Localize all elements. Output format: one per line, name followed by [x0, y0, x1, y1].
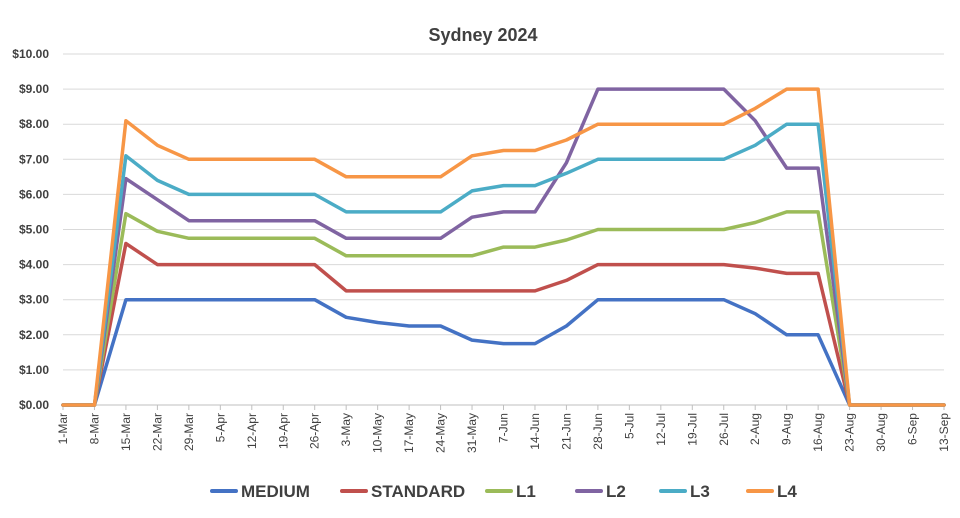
legend: MEDIUM STANDARD L1 L2 L3 L4 [210, 482, 797, 501]
y-axis-tick-labels: $0.00 $1.00 $2.00 $3.00 $4.00 $5.00 $6.00 $7.00… [12, 47, 49, 412]
x-tick-label: 14-Jun [528, 413, 542, 450]
x-tick-label: 7-Jun [497, 413, 511, 443]
x-tick-label: 26-Apr [308, 413, 322, 449]
x-tick-label: 13-Sep [937, 413, 951, 452]
x-tick-label: 21-Jun [559, 413, 573, 450]
y-tick-label: $10.00 [12, 47, 49, 61]
x-tick-label: 5-Jul [622, 413, 636, 439]
legend-label: L1 [516, 482, 536, 501]
x-tick-label: 19-Apr [276, 413, 290, 449]
x-tick-label: 26-Jul [717, 413, 731, 446]
series-line-l2 [61, 87, 946, 407]
y-tick-label: $3.00 [19, 293, 49, 307]
x-tick-label: 15-Mar [119, 413, 133, 451]
y-tick-label: $4.00 [19, 258, 49, 272]
x-tick-label: 1-Mar [56, 413, 70, 444]
x-tick-label: 24-May [434, 413, 448, 453]
y-tick-label: $7.00 [19, 152, 49, 166]
x-tick-label: 23-Aug [843, 413, 857, 452]
x-tick-label: 12-Apr [245, 413, 259, 449]
x-tick-label: 19-Jul [685, 413, 699, 446]
x-tick-label: 9-Aug [780, 413, 794, 445]
x-tick-label: 5-Apr [213, 413, 227, 442]
x-tick-label: 8-Mar [87, 413, 101, 444]
x-tick-label: 3-May [339, 413, 353, 446]
legend-label: L3 [690, 482, 710, 501]
x-tick-label: 12-Jul [654, 413, 668, 446]
x-tick-label: 2-Aug [748, 413, 762, 445]
series-line-standard [61, 241, 946, 407]
x-tick-label: 17-May [402, 413, 416, 453]
x-tick-label: 10-May [371, 413, 385, 453]
x-tick-label: 22-Mar [150, 413, 164, 451]
series-line-l1 [61, 210, 946, 407]
legend-label: MEDIUM [241, 482, 310, 501]
series-line-medium [61, 297, 946, 407]
x-tick-label: 6-Sep [906, 413, 920, 445]
x-tick-label: 29-Mar [182, 413, 196, 451]
series-lines [61, 87, 946, 407]
legend-label: L2 [606, 482, 626, 501]
legend-label: L4 [777, 482, 797, 501]
y-tick-label: $8.00 [19, 117, 49, 131]
y-tick-label: $1.00 [19, 363, 49, 377]
y-tick-label: $6.00 [19, 187, 49, 201]
chart-title: Sydney 2024 [428, 25, 537, 45]
y-tick-label: $5.00 [19, 223, 49, 237]
y-tick-label: $2.00 [19, 328, 49, 342]
x-tick-label: 16-Aug [811, 413, 825, 452]
series-line-l4 [61, 87, 946, 407]
x-tick-label: 28-Jun [591, 413, 605, 450]
x-tick-label: 30-Aug [874, 413, 888, 452]
x-tick-label: 31-May [465, 413, 479, 453]
x-axis-tick-labels: 1-Mar 8-Mar 15-Mar 22-Mar 29-Mar 5-Apr 12-Apr 1… [56, 405, 951, 453]
y-tick-label: $0.00 [19, 398, 49, 412]
series-line-l3 [61, 122, 946, 407]
y-tick-label: $9.00 [19, 82, 49, 96]
legend-label: STANDARD [371, 482, 465, 501]
